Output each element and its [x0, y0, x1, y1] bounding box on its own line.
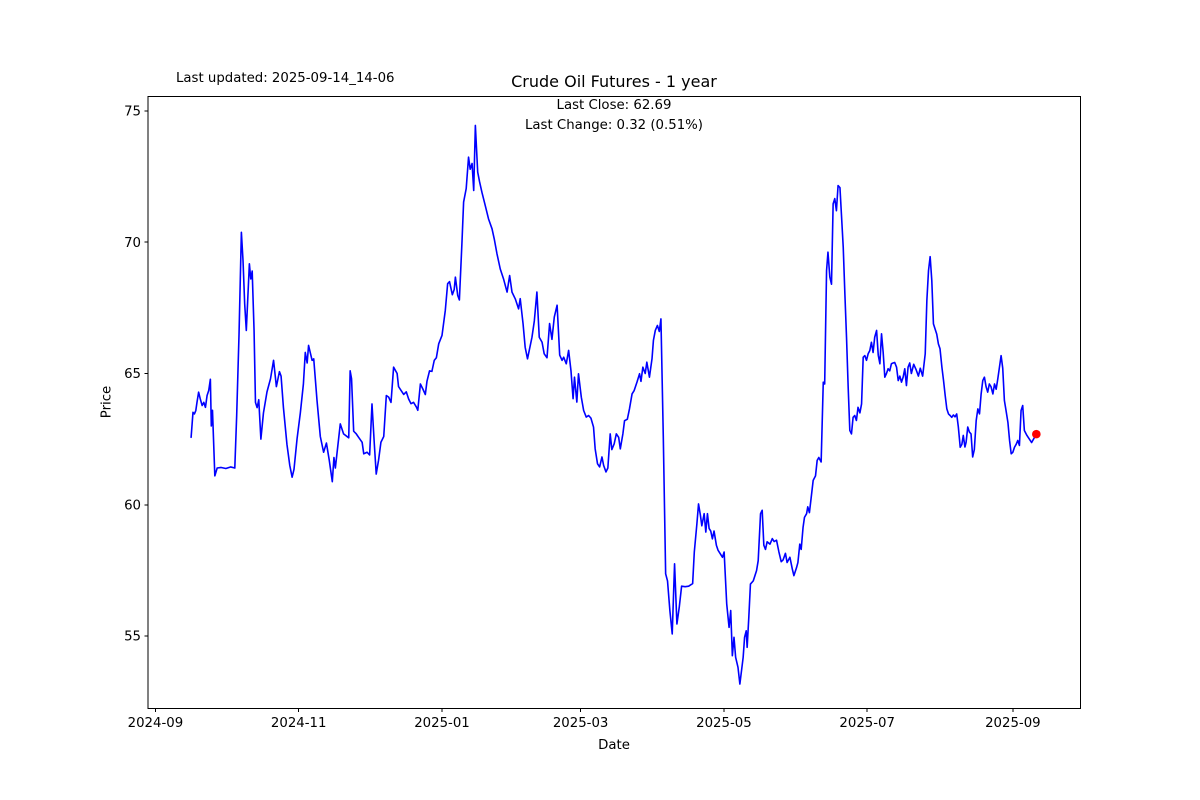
x-tick-label: 2025-09	[985, 716, 1041, 731]
last-updated-annotation: Last updated: 2025-09-14_14-06	[176, 71, 395, 86]
y-tick-label: 60	[124, 498, 141, 513]
chart-subtitle: Last Close: 62.69 Last Change: 0.32 (0.51…	[525, 96, 703, 136]
y-tick-label: 70	[124, 236, 141, 251]
last-price-marker	[1032, 429, 1041, 439]
x-tick-label: 2024-09	[128, 716, 184, 731]
price-line	[190, 124, 1038, 685]
x-tick-label: 2025-05	[696, 716, 752, 731]
chart-title: Crude Oil Futures - 1 year	[511, 72, 717, 91]
y-axis-label: Price	[99, 385, 115, 419]
last-close-text: Last Close: 62.69	[556, 98, 672, 113]
x-axis-label: Date	[598, 738, 630, 753]
last-change-text: Last Change: 0.32 (0.51%)	[525, 118, 703, 133]
x-tick-label: 2025-03	[553, 716, 609, 731]
y-tick-label: 55	[124, 630, 141, 645]
axes-spines	[147, 96, 1081, 709]
y-tick-label: 75	[124, 105, 141, 120]
x-tick-label: 2025-07	[839, 716, 895, 731]
y-tick-label: 65	[124, 367, 141, 382]
x-tick-label: 2024-11	[271, 716, 327, 731]
x-tick-label: 2025-01	[414, 716, 470, 731]
